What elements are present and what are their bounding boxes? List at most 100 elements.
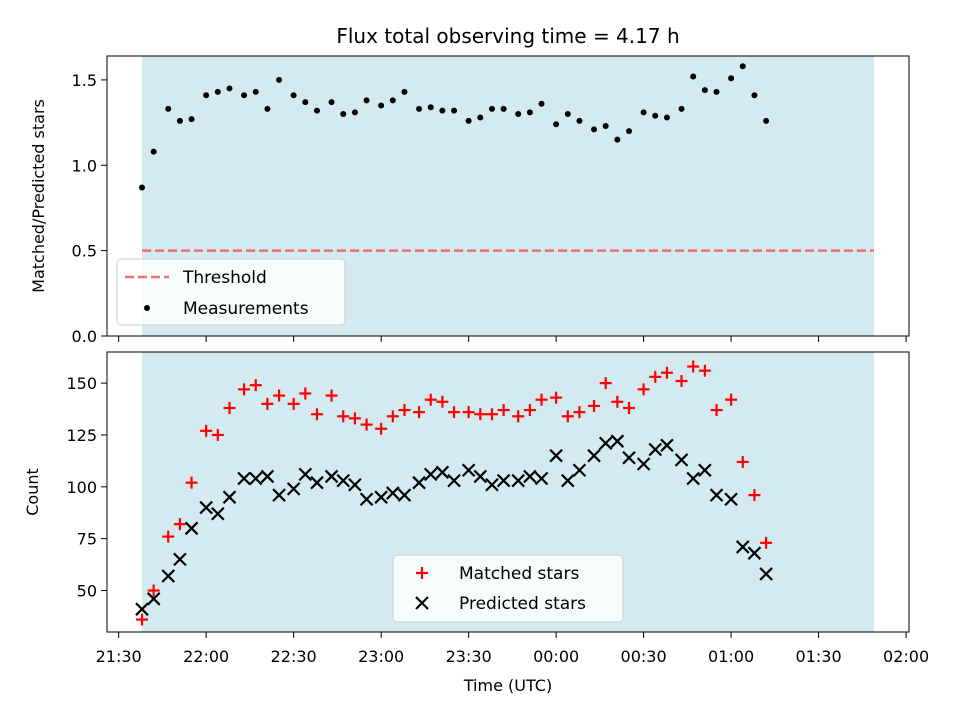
- matched-star-point: [386, 410, 399, 423]
- measurements-series: [138, 63, 770, 191]
- predicted-star-point: [523, 469, 537, 484]
- bottom-plot-frame: [106, 351, 910, 633]
- predicted-star-point: [461, 463, 476, 478]
- predicted-star-point: [447, 473, 461, 488]
- predicted-star-point: [572, 463, 587, 478]
- bottom-legend: Matched stars Predicted stars: [392, 554, 624, 623]
- matched-star-point: [637, 383, 650, 396]
- matched-star-point: [448, 406, 461, 419]
- bottom-y-tick-label: 125: [66, 426, 97, 445]
- measurement-point: [176, 117, 183, 124]
- matched-star-point: [375, 422, 388, 435]
- predicted-star-point: [747, 546, 762, 560]
- predicted-star-point: [161, 569, 176, 583]
- measurement-point: [500, 105, 507, 112]
- predicted-star-point: [298, 467, 313, 482]
- count-series: [135, 360, 773, 626]
- top-y-tick-label: 1.5: [72, 71, 97, 90]
- predicted-star-point: [724, 492, 738, 507]
- measurement-point: [751, 92, 758, 99]
- legend-matched-label: Matched stars: [459, 564, 579, 584]
- x-tick-label: 23:30: [446, 647, 492, 666]
- predicted-star-point: [587, 448, 601, 463]
- matched-star-point: [748, 489, 761, 502]
- matched-star-point: [561, 410, 574, 423]
- matched-star-point: [261, 397, 274, 410]
- measurement-point: [690, 73, 697, 80]
- predicted-star-point: [386, 486, 400, 500]
- matched-star-point: [162, 530, 175, 543]
- predicted-star-point: [222, 490, 237, 504]
- measurement-point: [313, 107, 320, 114]
- measurement-point: [451, 107, 458, 114]
- measurement-point: [538, 100, 545, 107]
- measurement-point: [378, 102, 385, 109]
- predicted-star-point: [135, 602, 149, 616]
- x-tick-label: 01:30: [796, 647, 842, 666]
- x-tick-label: 00:00: [533, 647, 579, 666]
- bottom-panel: 50 75 100 125 150 21:30 22:00 22:30 23:00 23:30 0…: [23, 351, 929, 695]
- legend-measurements-label: Measurements: [183, 299, 309, 319]
- top-x-ticks: [118, 336, 907, 342]
- x-tick-label: 01:00: [708, 647, 754, 666]
- legend-threshold-label: Threshold: [182, 268, 267, 288]
- predicted-star-point: [310, 475, 324, 490]
- matched-star-point: [273, 389, 286, 402]
- matched-star-point: [436, 395, 449, 408]
- measurement-point: [728, 75, 735, 82]
- matched-star-point: [485, 408, 498, 421]
- predicted-star-point: [698, 463, 712, 478]
- top-plot-frame: [106, 55, 910, 337]
- matched-star-point: [736, 455, 749, 468]
- predicted-star-point: [173, 552, 187, 567]
- predicted-star-point: [610, 434, 625, 448]
- measurement-point: [477, 114, 484, 121]
- measurement-point: [203, 92, 210, 99]
- matched-star-point: [725, 393, 738, 406]
- predicted-star-point: [511, 473, 525, 488]
- matched-star-point: [687, 360, 700, 373]
- matched-star-point: [337, 410, 350, 423]
- legend-predicted-swatch: [415, 596, 429, 610]
- predicted-star-point: [549, 448, 563, 463]
- measurement-point: [739, 63, 746, 70]
- measurement-point: [290, 92, 297, 99]
- bottom-y-ticks: 50 75 100 125 150: [66, 374, 107, 601]
- matched-star-point: [599, 377, 612, 390]
- matched-star-point: [398, 404, 411, 417]
- predicted-star-point: [359, 492, 374, 507]
- matched-star-point: [238, 383, 251, 396]
- measurement-point: [188, 116, 195, 123]
- predicted-star-point: [348, 477, 362, 492]
- measurement-point: [763, 117, 770, 124]
- predicted-star-point: [184, 521, 199, 536]
- matched-star-point: [223, 402, 236, 414]
- measurement-point: [276, 76, 283, 83]
- top-y-tick-label: 0.0: [72, 327, 97, 346]
- matched-star-point: [299, 387, 312, 400]
- predicted-star-point: [324, 469, 339, 484]
- matched-star-point: [200, 424, 213, 437]
- x-tick-label: 00:30: [621, 647, 667, 666]
- matched-star-point: [497, 404, 510, 417]
- measurement-point: [713, 88, 720, 95]
- measurement-point: [241, 92, 248, 99]
- matched-star-point: [360, 418, 373, 431]
- predicted-star-point: [485, 477, 499, 492]
- matched-star-point: [698, 364, 711, 377]
- predicted-star-point: [496, 473, 511, 488]
- bottom-y-tick-label: 150: [66, 374, 97, 393]
- matched-star-point: [649, 370, 662, 383]
- x-tick-label: 21:30: [96, 647, 142, 666]
- predicted-star-point: [374, 490, 388, 504]
- predicted-star-point: [237, 471, 251, 486]
- predicted-star-point: [473, 469, 488, 484]
- predicted-star-point: [397, 488, 412, 502]
- measurement-point: [602, 123, 609, 129]
- measurement-point: [416, 105, 423, 112]
- matched-star-point: [135, 613, 148, 626]
- measurement-point: [389, 97, 396, 104]
- predicted-star-point: [423, 467, 438, 482]
- predicted-star-point: [286, 482, 301, 496]
